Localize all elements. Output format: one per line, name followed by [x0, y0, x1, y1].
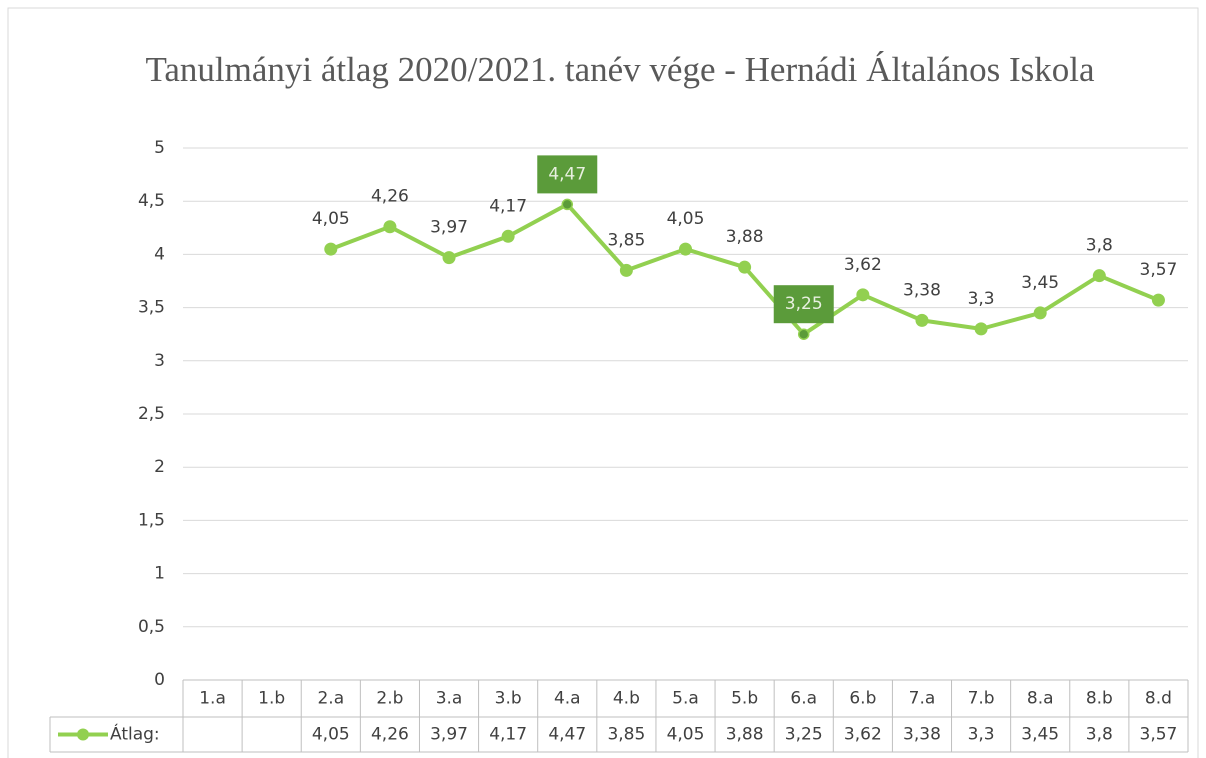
data-point [797, 328, 810, 340]
table-value: 4,26 [371, 725, 409, 745]
x-tick-label: 3.a [436, 689, 463, 709]
data-label: 3,38 [903, 280, 941, 300]
x-tick-label: 2.b [376, 689, 403, 709]
data-label: 4,05 [312, 209, 350, 229]
data-label: 4,26 [371, 187, 409, 207]
y-tick-label: 2 [154, 457, 165, 477]
y-tick-label: 1 [154, 564, 165, 584]
y-tick-label: 0,5 [138, 617, 165, 637]
table-value: 3,57 [1140, 725, 1178, 745]
chart-border [7, 7, 1199, 758]
highlight-box [537, 155, 598, 194]
chart-title: Tanulmányi átlag 2020/2021. tanév vége -… [145, 50, 1095, 89]
table-value: 3,62 [844, 725, 882, 745]
table-value: 4,17 [489, 725, 527, 745]
x-tick-label: 5.a [672, 689, 699, 709]
table-value: 3,85 [607, 725, 645, 745]
table-value: 4,05 [667, 725, 705, 745]
data-label: 3,97 [430, 218, 468, 238]
data-point [738, 260, 752, 274]
data-label: 4,05 [667, 209, 705, 229]
data-label: 3,3 [968, 289, 995, 309]
data-point [501, 229, 515, 243]
data-point [1033, 306, 1047, 320]
data-point [856, 288, 870, 302]
x-tick-label: 7.b [968, 689, 995, 709]
data-label: 3,62 [844, 255, 882, 275]
table-value: 3,3 [968, 725, 995, 745]
data-point [383, 220, 397, 234]
data-label: 3,45 [1021, 273, 1059, 293]
legend-key-marker [77, 728, 89, 741]
x-tick-label: 8.d [1145, 689, 1172, 709]
x-tick-label: 5.b [731, 689, 758, 709]
data-label: 3,85 [607, 230, 645, 250]
x-tick-label: 3.b [495, 689, 522, 709]
legend-label: Átlag: [110, 723, 160, 745]
x-tick-label: 4.b [613, 689, 640, 709]
table-value: 4,05 [312, 725, 350, 745]
x-tick-label: 7.a [909, 689, 936, 709]
y-tick-label: 0 [154, 670, 165, 690]
y-tick-label: 4 [154, 244, 165, 264]
data-label: 3,25 [785, 294, 823, 314]
data-point [619, 263, 633, 277]
data-point [1092, 269, 1106, 283]
x-tick-label: 8.b [1086, 689, 1113, 709]
x-tick-label: 1.a [199, 689, 226, 709]
table-value: 3,8 [1086, 725, 1113, 745]
data-point [679, 242, 692, 256]
data-label: 3,88 [726, 227, 764, 247]
data-point [974, 322, 988, 336]
x-tick-label: 2.a [317, 689, 344, 709]
x-tick-label: 1.b [258, 689, 285, 709]
data-label: 3,57 [1140, 260, 1178, 280]
y-tick-label: 1,5 [138, 510, 165, 530]
table-value: 3,88 [726, 725, 764, 745]
data-point [1151, 293, 1165, 307]
y-tick-label: 3 [154, 351, 165, 371]
data-point [442, 251, 456, 265]
table-value: 3,97 [430, 725, 468, 745]
x-tick-label: 6.b [849, 689, 876, 709]
table-value: 4,47 [548, 725, 586, 745]
x-tick-label: 8.a [1027, 689, 1054, 709]
y-tick-label: 5 [154, 138, 165, 158]
data-point [915, 313, 929, 327]
highlight-box [773, 285, 834, 324]
table-value: 3,45 [1021, 725, 1059, 745]
table-value: 3,25 [785, 725, 823, 745]
data-point [561, 198, 574, 211]
data-label: 4,47 [548, 164, 586, 184]
y-tick-label: 3,5 [138, 298, 165, 318]
x-tick-label: 6.a [790, 689, 817, 709]
table-value: 3,38 [903, 725, 941, 745]
data-point [324, 242, 338, 256]
data-label: 3,8 [1086, 236, 1113, 256]
x-tick-label: 4.a [554, 689, 581, 709]
data-label: 4,17 [489, 196, 527, 216]
y-tick-label: 2,5 [138, 404, 165, 424]
y-tick-label: 4,5 [138, 191, 165, 211]
